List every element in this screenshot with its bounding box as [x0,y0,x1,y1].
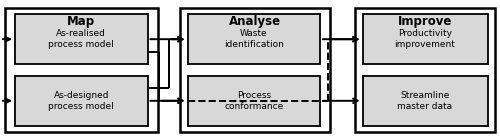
Text: As-realised
process model: As-realised process model [48,29,114,49]
Text: Streamline
master data: Streamline master data [398,91,452,111]
Text: Waste
identification: Waste identification [224,29,284,49]
Bar [362,14,488,64]
Text: Productivity
improvement: Productivity improvement [394,29,456,49]
Bar [188,14,320,64]
Bar [188,76,320,126]
Text: Improve: Improve [398,15,452,28]
Bar [355,8,495,132]
Text: Analyse: Analyse [229,15,281,28]
Text: Map: Map [67,15,96,28]
Text: Process
conformance: Process conformance [224,91,284,111]
Text: As-designed
process model: As-designed process model [48,91,114,111]
Bar [180,8,330,132]
Bar [15,14,148,64]
Bar [362,76,488,126]
Bar [15,76,148,126]
Bar [5,8,158,132]
